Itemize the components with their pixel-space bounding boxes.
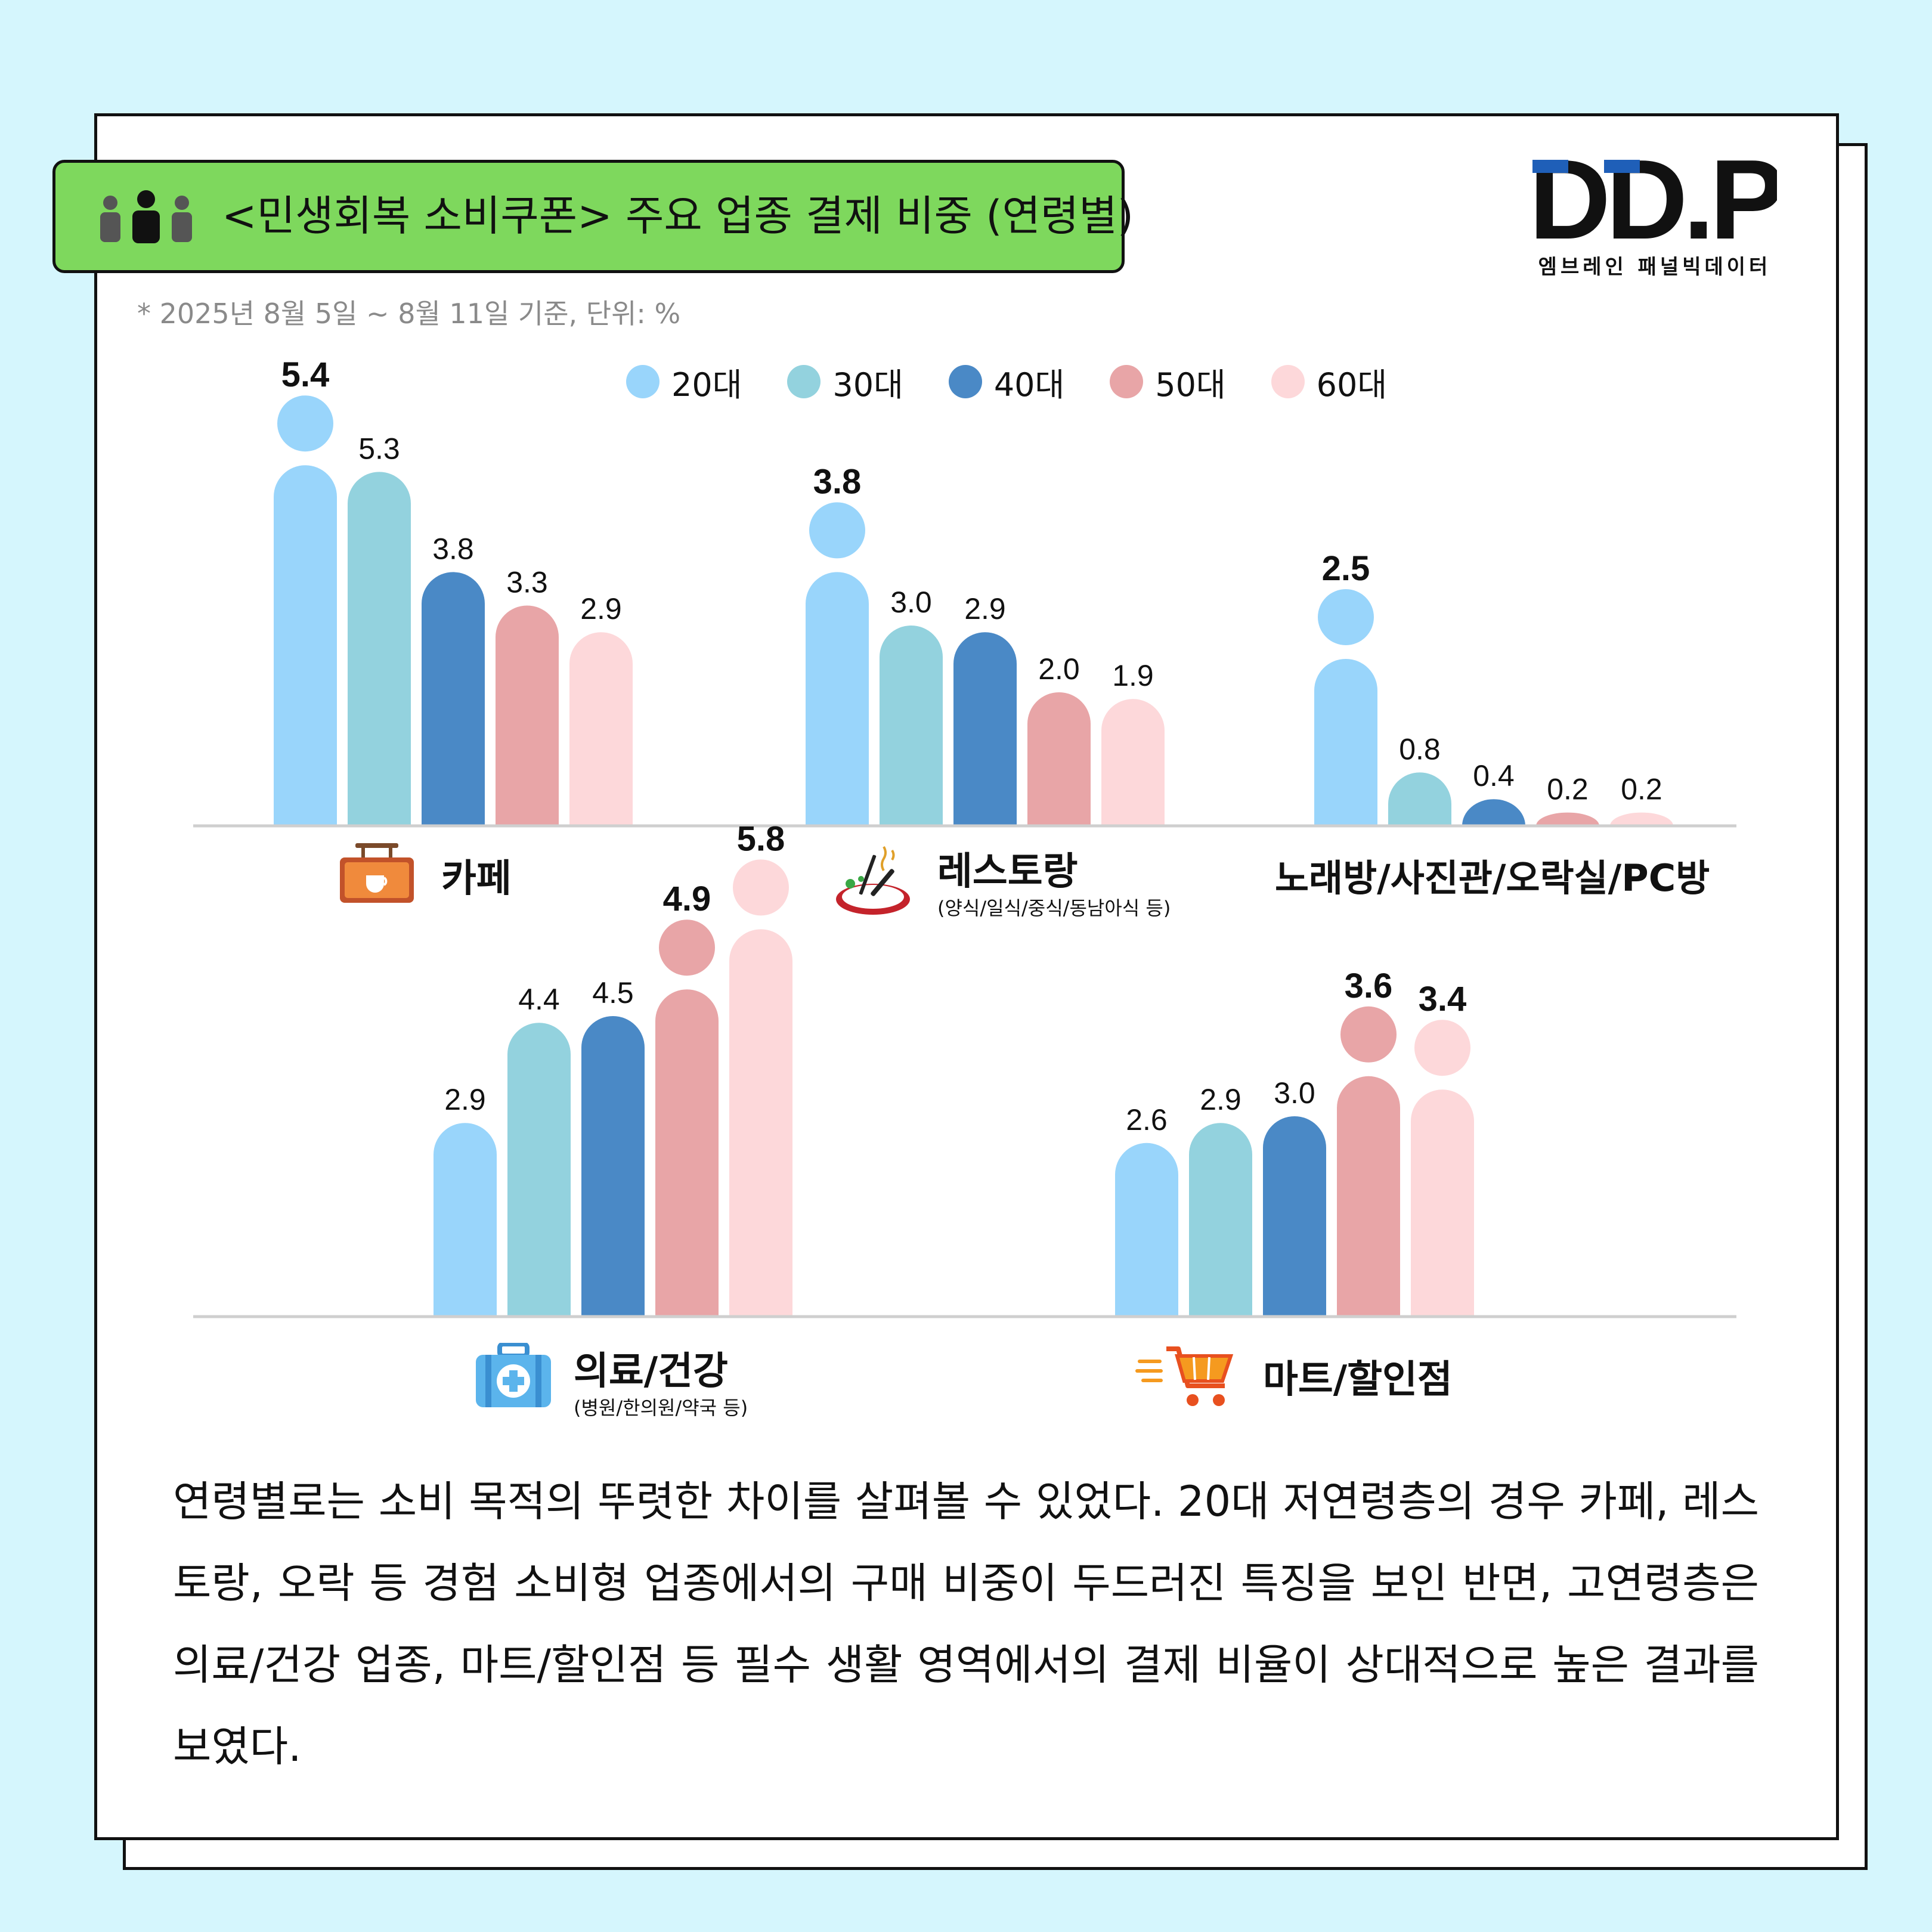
legend-item-30s: 30대 (787, 358, 903, 405)
bar-30대 (880, 626, 943, 826)
chart-legend: 20대 30대 40대 50대 60대 (626, 358, 1432, 405)
legend-item-40s: 40대 (948, 358, 1065, 405)
category-label-medical: 의료/건강 (574, 1349, 728, 1394)
bar-60대 (569, 632, 633, 826)
bar-cap-dot (809, 502, 865, 559)
bar-cap-dot (659, 919, 715, 976)
data-label: 3.8 (813, 462, 862, 501)
data-label: 0.2 (1621, 773, 1662, 806)
bar-50대 (496, 605, 559, 826)
data-label: 2.5 (1322, 549, 1370, 588)
bar-60대 (1101, 699, 1165, 826)
legend-item-60s: 60대 (1271, 358, 1387, 405)
bar-40대 (1263, 1116, 1326, 1317)
legend-label: 50대 (1155, 366, 1226, 404)
legend-dot (1110, 365, 1144, 398)
bar-cap-dot (1414, 1020, 1470, 1076)
legend-label: 60대 (1316, 366, 1388, 404)
bar-40대 (581, 1016, 645, 1317)
legend-label: 20대 (671, 366, 742, 404)
legend-dot (948, 365, 982, 398)
data-label: 3.8 (432, 532, 474, 565)
page-title: <민생회복 소비쿠폰> 주요 업종 결제 비중 (연령별) (222, 191, 1134, 240)
bar-30대 (507, 1023, 571, 1317)
data-label: 2.9 (580, 592, 622, 626)
category-sub-medical: (병원/한의원/약국 등) (574, 1397, 748, 1419)
legend-dot (787, 365, 821, 398)
bar-60대 (1610, 812, 1673, 826)
data-label: 0.2 (1547, 773, 1589, 806)
bar-30대 (1388, 772, 1451, 826)
data-label: 5.4 (281, 355, 330, 394)
data-label: 4.4 (518, 983, 560, 1016)
bar-30대 (348, 472, 411, 826)
bar-20대 (274, 465, 337, 826)
data-label: 3.0 (890, 586, 932, 619)
data-label: 2.0 (1038, 652, 1080, 686)
legend-item-20s: 20대 (626, 358, 742, 405)
data-label: 2.9 (444, 1083, 486, 1116)
bar-40대 (1462, 799, 1525, 826)
shopping-cart-icon (1135, 1346, 1234, 1406)
bar-20대 (434, 1123, 497, 1317)
data-label: 5.3 (358, 432, 400, 465)
summary-paragraph: 연령별로는 소비 목적의 뚜렷한 차이를 살펴볼 수 있었다. 20대 저연령층… (173, 1477, 1759, 1771)
bar-20대 (1314, 659, 1377, 826)
data-label: 0.8 (1399, 732, 1441, 766)
category-label-mart: 마트/할인점 (1263, 1358, 1453, 1402)
bar-cap-dot (1318, 589, 1374, 645)
bar-cap-dot (733, 859, 789, 916)
data-label: 3.0 (1274, 1076, 1315, 1110)
legend-dot (626, 365, 660, 398)
data-label: 4.5 (592, 976, 634, 1010)
main-card (94, 113, 1839, 1840)
ddp-logo: DD.P (1532, 155, 1777, 263)
cafe-sign-icon (340, 843, 414, 903)
title-banner (52, 160, 1125, 273)
bar-50대 (655, 989, 719, 1317)
bar-60대 (1411, 1089, 1474, 1317)
people-icon (100, 190, 192, 243)
legend-dot (1271, 365, 1305, 398)
bar-40대 (953, 632, 1017, 826)
data-label: 3.6 (1345, 967, 1393, 1005)
bar-cap-dot (277, 395, 333, 452)
category-label-restaurant: 레스토랑 (937, 850, 1078, 894)
legend-label: 40대 (993, 366, 1065, 404)
bar-50대 (1027, 692, 1091, 826)
bar-cap-dot (1340, 1006, 1397, 1063)
first-aid-kit-icon (476, 1343, 551, 1407)
bar-50대 (1536, 812, 1599, 826)
logo-subtitle: 엠브레인 패널빅데이터 (1538, 255, 1772, 279)
bar-50대 (1337, 1076, 1400, 1317)
logo-wordmark: DD.P (1532, 155, 1777, 263)
bar-20대 (806, 572, 869, 826)
bar-60대 (729, 929, 792, 1317)
data-label: 2.9 (964, 592, 1006, 626)
data-label: 0.4 (1473, 759, 1515, 792)
legend-item-50s: 50대 (1110, 358, 1226, 405)
data-label: 2.6 (1126, 1103, 1168, 1137)
category-label-karaoke: 노래방/사진관/오락실/PC방 (1275, 856, 1710, 900)
bar-20대 (1115, 1143, 1178, 1317)
category-label-cafe: 카페 (441, 857, 512, 901)
data-label: 4.9 (663, 880, 711, 918)
legend-label: 30대 (832, 366, 903, 404)
category-sub-restaurant: (양식/일식/중식/동남아식 등) (937, 897, 1171, 919)
data-label: 5.8 (737, 819, 785, 858)
data-label: 3.3 (506, 565, 548, 599)
bar-30대 (1189, 1123, 1252, 1317)
data-label: 3.4 (1419, 980, 1467, 1018)
bar-40대 (422, 572, 485, 826)
dining-plate-icon (836, 846, 910, 915)
data-label: 1.9 (1112, 659, 1154, 692)
data-note: * 2025년 8월 5일 ~ 8월 11일 기준, 단위: % (137, 298, 681, 330)
data-label: 2.9 (1200, 1083, 1241, 1116)
